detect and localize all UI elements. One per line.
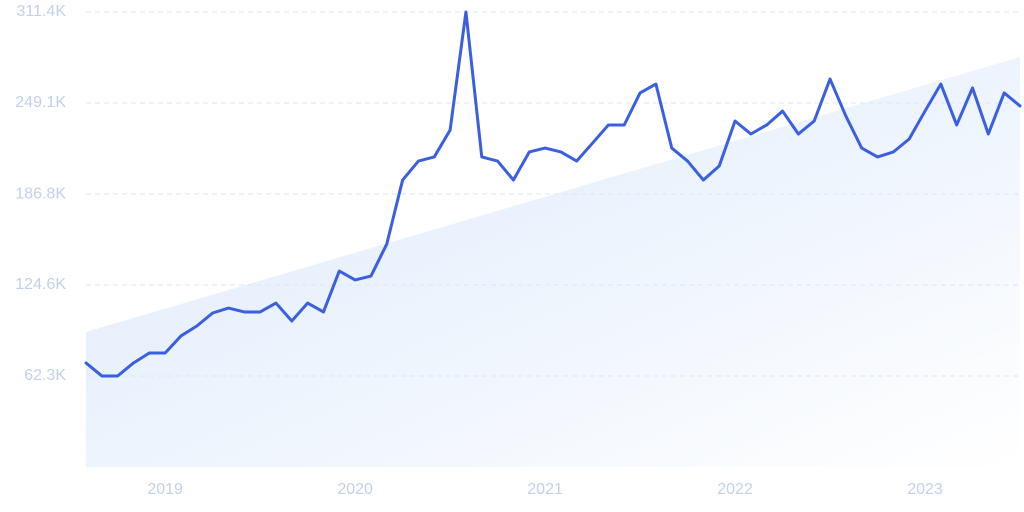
data-line	[84, 10, 1022, 378]
x-tick-label: 2022	[717, 481, 753, 498]
x-tick-label: 2020	[337, 481, 373, 498]
x-tick-label: 2023	[907, 481, 943, 498]
y-tick-label: 62.3K	[24, 367, 66, 384]
y-tick-label: 124.6K	[15, 276, 66, 293]
x-tick-label: 2021	[527, 481, 563, 498]
y-tick-label: 311.4K	[16, 3, 66, 20]
x-tick-label: 2019	[147, 481, 183, 498]
y-tick-label: 186.8K	[15, 185, 66, 202]
trend-area	[86, 57, 1020, 468]
y-tick-label: 249.1K	[15, 94, 66, 111]
